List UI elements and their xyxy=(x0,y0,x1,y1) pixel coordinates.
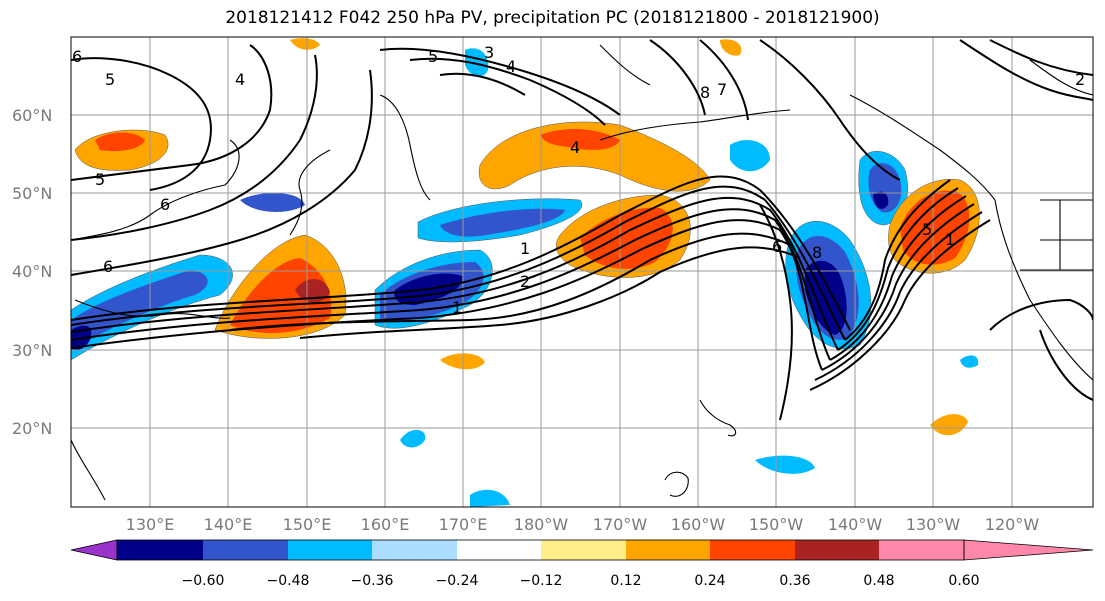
map-gridlines xyxy=(71,37,1093,507)
colorbar-tick-label: 0.24 xyxy=(694,573,725,589)
lon-label: 170°W xyxy=(593,515,648,534)
colorbar-segment xyxy=(288,540,372,560)
map-title: 2018121412 F042 250 hPa PV, precipitatio… xyxy=(225,8,880,28)
contour-label: 5 xyxy=(105,70,115,89)
precip-positive-blob xyxy=(540,128,620,150)
precip-negative-blob xyxy=(960,355,979,368)
colorbar-extend-left xyxy=(70,539,118,561)
colorbar-segment xyxy=(795,540,879,560)
contour-label: 6 xyxy=(160,195,170,214)
lon-label: 160°E xyxy=(361,515,410,534)
precip-negative-blob xyxy=(470,489,510,507)
precip-positive-blob xyxy=(95,132,145,152)
contour-label: 1 xyxy=(452,298,462,317)
contour-label: 4 xyxy=(506,57,516,76)
precip-positive-blob xyxy=(230,258,332,334)
colorbar-tick-label: 0.48 xyxy=(863,573,894,589)
precip-negative-blob xyxy=(400,429,426,448)
colorbar-tick-label: −0.24 xyxy=(436,573,479,589)
precip-negative-blob xyxy=(730,140,770,172)
lon-label: 130°E xyxy=(126,515,175,534)
lat-label: 30°N xyxy=(12,341,52,360)
colorbar-segment xyxy=(626,540,710,560)
contour-label: 2 xyxy=(1075,70,1085,89)
longitude-labels: 130°E 140°E 150°E 160°E 170°E 180°W 170°… xyxy=(126,515,1040,534)
contour-label: 6 xyxy=(103,257,113,276)
contour-label: 3 xyxy=(484,43,494,62)
colorbar-tick-label: 0.60 xyxy=(948,573,979,589)
contour-label: 5 xyxy=(922,220,932,239)
lon-label: 130°W xyxy=(906,515,961,534)
precip-positive-blob xyxy=(720,39,742,56)
colorbar-tick-label: 0.36 xyxy=(779,573,810,589)
lon-label: 180°W xyxy=(514,515,569,534)
colorbar-tick-label: 0.12 xyxy=(610,573,641,589)
lon-label: 150°W xyxy=(749,515,804,534)
contour-label: 8 xyxy=(812,243,822,262)
contour-label: 4 xyxy=(235,70,245,89)
precip-negative-blob xyxy=(240,193,305,212)
precip-positive-blob xyxy=(930,414,968,436)
lat-label: 60°N xyxy=(12,106,52,125)
latitude-labels: 60°N 50°N 40°N 30°N 20°N xyxy=(12,106,52,438)
lon-label: 160°W xyxy=(671,515,726,534)
precip-positive-blob xyxy=(290,38,320,50)
colorbar-segment xyxy=(203,540,288,560)
precip-negative-blob xyxy=(440,208,565,237)
colorbar-segment xyxy=(541,540,626,560)
lon-label: 140°W xyxy=(828,515,883,534)
colorbar-tick-label: −0.60 xyxy=(182,573,225,589)
precip-positive-blob xyxy=(580,207,673,269)
lat-label: 50°N xyxy=(12,184,52,203)
contour-label: 5 xyxy=(95,170,105,189)
colorbar-outline xyxy=(116,539,965,561)
precip-negative-blob xyxy=(873,191,889,209)
contour-label: 4 xyxy=(570,138,580,157)
lon-label: 120°W xyxy=(985,515,1040,534)
contour-labels: 6 5 5 6 6 4 3 5 4 4 1 1 2 1 6 8 8 7 5 2 xyxy=(72,43,1085,317)
contour-label: 6 xyxy=(72,47,82,66)
contour-label: 8 xyxy=(700,83,710,102)
lat-label: 40°N xyxy=(12,262,52,281)
coastlines xyxy=(71,44,1093,501)
lat-label: 20°N xyxy=(12,419,52,438)
contour-label: 5 xyxy=(428,47,438,66)
contour-label: 2 xyxy=(520,272,530,291)
colorbar-segment xyxy=(879,540,964,560)
contour-label: 1 xyxy=(945,230,955,249)
precip-negative-blob xyxy=(71,270,208,350)
contour-label: 1 xyxy=(520,239,530,258)
colorbar-segment xyxy=(457,540,541,560)
colorbar-extend-right xyxy=(963,539,1094,561)
colorbar-tick-label: −0.12 xyxy=(520,573,563,589)
precip-positive-blob xyxy=(478,121,711,192)
precip-negative-blob xyxy=(465,48,489,77)
colorbar-segment xyxy=(117,540,203,560)
lon-label: 140°E xyxy=(204,515,253,534)
colorbar-tick-label: −0.36 xyxy=(351,573,394,589)
map-frame xyxy=(70,36,1094,508)
contour-label: 7 xyxy=(717,80,727,99)
lon-label: 150°E xyxy=(283,515,332,534)
colorbar-ticks: −0.60 −0.48 −0.36 −0.24 −0.12 0.12 0.24 … xyxy=(182,573,980,589)
precip-negative-blob xyxy=(755,455,815,474)
pv-contours xyxy=(71,39,1093,421)
lon-label: 170°E xyxy=(439,515,488,534)
colorbar-tick-label: −0.48 xyxy=(267,573,310,589)
colorbar-segment xyxy=(372,540,457,560)
contour-label: 6 xyxy=(772,237,782,256)
colorbar-segment xyxy=(710,540,795,560)
colorbar: −0.60 −0.48 −0.36 −0.24 −0.12 0.12 0.24 … xyxy=(70,539,1094,589)
